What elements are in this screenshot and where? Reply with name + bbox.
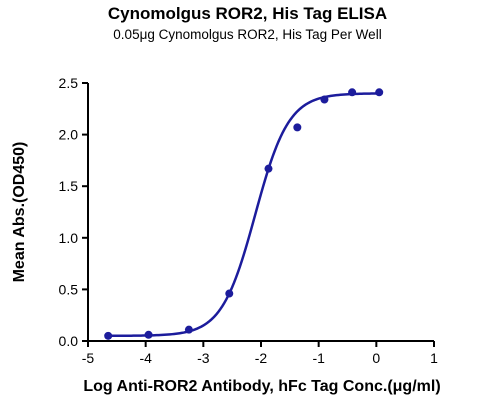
data-points <box>104 88 384 340</box>
y-tick-label: 2.0 <box>59 127 79 143</box>
y-axis-label: Mean Abs.(OD450) <box>11 142 28 283</box>
data-point <box>348 88 357 97</box>
y-tick-label: 0.0 <box>59 333 79 349</box>
chart-title: Cynomolgus ROR2, His Tag ELISA <box>107 4 388 23</box>
x-axis-label: Log Anti-ROR2 Antibody, hFc Tag Conc.(μg… <box>83 378 440 395</box>
y-tick-label: 0.5 <box>59 281 79 297</box>
x-tick-label: 1 <box>430 350 438 366</box>
y-tick-label: 1.0 <box>59 230 79 246</box>
x-tick-label: 0 <box>372 350 380 366</box>
axes <box>87 83 434 342</box>
data-point <box>293 123 302 132</box>
x-tick-label: -2 <box>255 350 268 366</box>
y-tick-label: 1.5 <box>59 178 79 194</box>
data-point <box>184 325 193 334</box>
y-axis-ticks: 0.0 0.5 1.0 1.5 2.0 2.5 <box>59 75 88 349</box>
data-point <box>225 289 234 298</box>
x-tick-label: -5 <box>82 350 95 366</box>
chart-subtitle: 0.05μg Cynomolgus ROR2, His Tag Per Well <box>113 27 382 42</box>
data-point <box>375 88 384 97</box>
data-point <box>144 330 153 339</box>
x-tick-label: -4 <box>139 350 152 366</box>
data-point <box>104 331 113 340</box>
x-tick-label: -3 <box>197 350 210 366</box>
data-point <box>320 95 329 104</box>
y-tick-label: 2.5 <box>59 75 79 91</box>
data-point <box>264 164 273 173</box>
x-tick-label: -1 <box>312 350 325 366</box>
fit-curve <box>108 92 380 338</box>
x-axis-ticks: -5 -4 -3 -2 -1 0 1 <box>82 341 438 366</box>
